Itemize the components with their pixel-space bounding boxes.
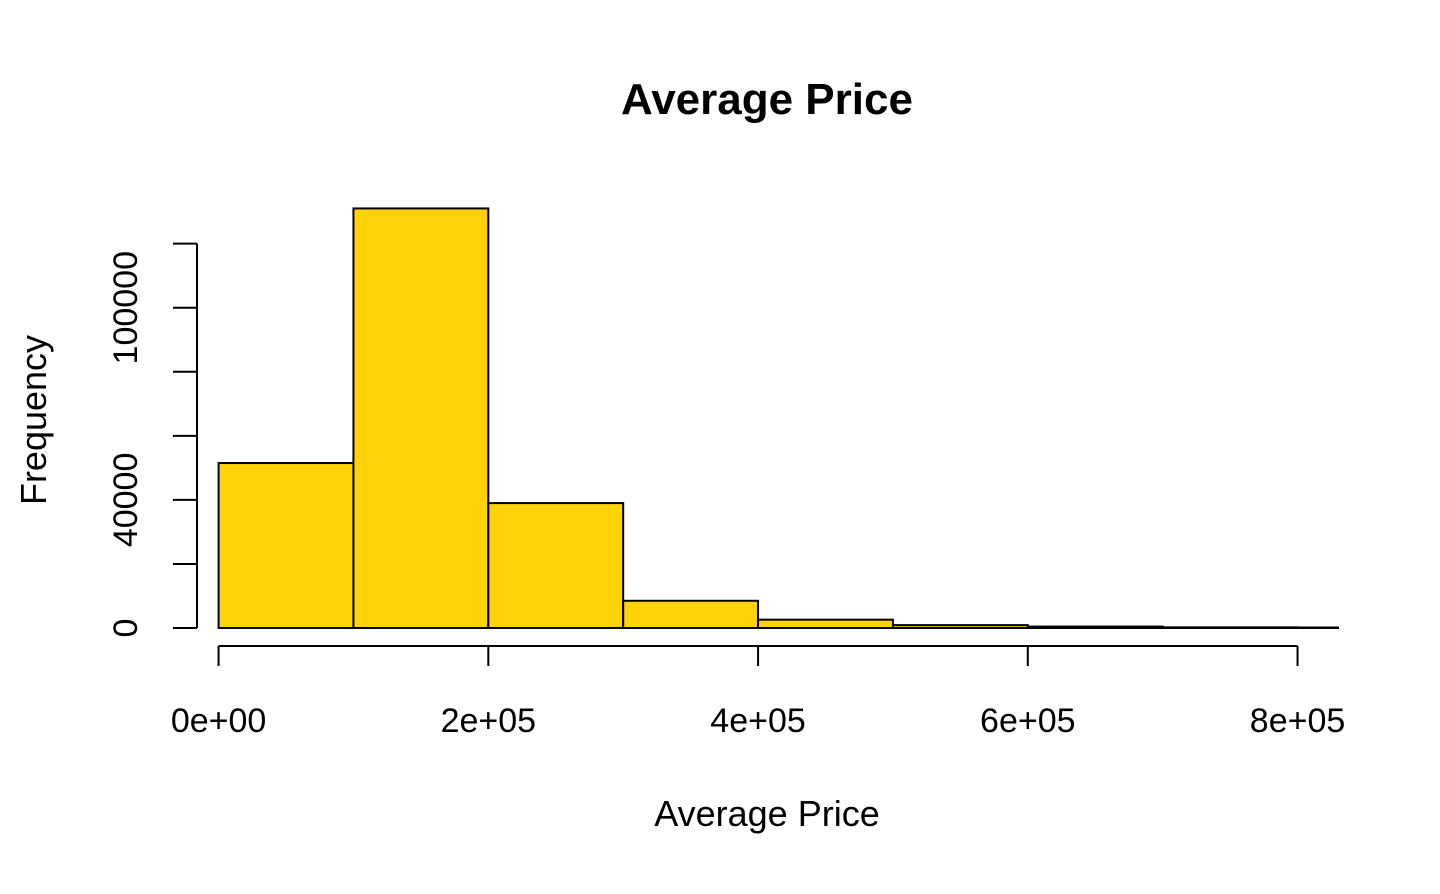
y-tick-label-2: 40000	[107, 453, 145, 548]
histogram-bar-4	[757, 618, 894, 629]
histogram-bar-5	[891, 624, 1029, 629]
histogram-bar-3	[622, 599, 760, 630]
x-axis: 0e+00 2e+05 4e+05 6e+05 8e+05	[171, 645, 1346, 740]
histogram-bar-2	[487, 502, 625, 629]
histogram-bar-1	[352, 207, 490, 629]
histogram-bar-0	[217, 462, 355, 629]
x-tick-label-4: 8e+05	[1250, 702, 1346, 740]
histogram-bar-6	[1026, 625, 1164, 629]
x-tick-label-3: 6e+05	[980, 702, 1076, 740]
x-tick-label-1: 2e+05	[441, 702, 537, 740]
y-axis-label: Frequency	[13, 335, 54, 505]
histogram-bar-7	[1161, 626, 1299, 629]
x-tick-label-0: 0e+00	[171, 702, 267, 740]
x-axis-label: Average Price	[654, 793, 879, 834]
histogram-bar-8	[1296, 626, 1340, 629]
y-tick-label-5: 100000	[107, 251, 145, 364]
y-axis: 0 40000 100000	[107, 242, 198, 638]
y-tick-label-0: 0	[107, 619, 145, 638]
chart-title: Average Price	[621, 75, 913, 124]
bars-layer	[217, 207, 1340, 630]
x-tick-label-2: 4e+05	[710, 702, 806, 740]
